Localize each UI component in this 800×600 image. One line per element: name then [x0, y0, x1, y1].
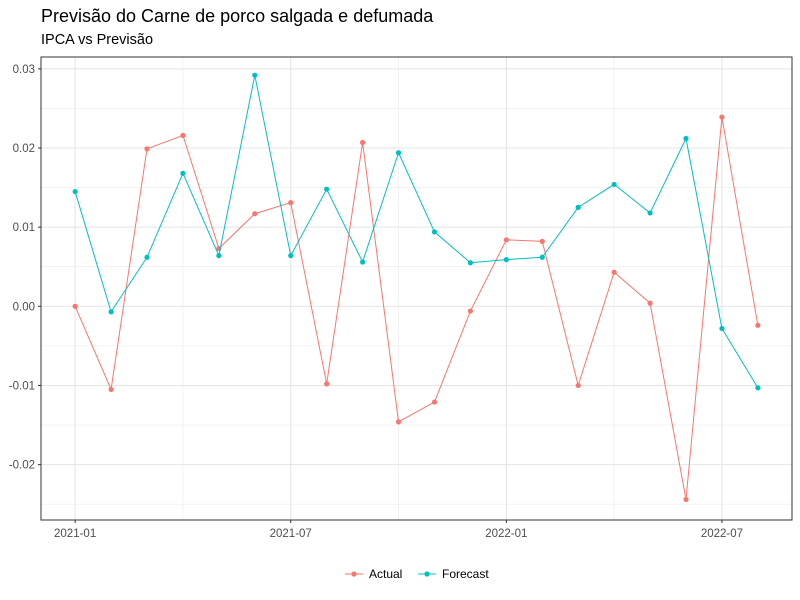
legend-item-forecast: Forecast: [418, 567, 489, 581]
series-forecast: [72, 72, 761, 391]
data-point-forecast: [288, 253, 294, 259]
data-point-forecast: [108, 309, 114, 315]
legend: Actual Forecast: [345, 567, 489, 581]
y-tick-label: -0.01: [9, 380, 35, 392]
data-point-actual: [395, 419, 402, 425]
x-tick-label: 2021-07: [270, 528, 312, 540]
series-line-forecast: [74, 75, 759, 389]
data-point-forecast: [683, 135, 689, 142]
data-point-forecast: [180, 170, 186, 176]
data-point-actual: [575, 382, 581, 389]
data-point-actual: [180, 132, 186, 138]
y-axis: -0.02 -0.01 0.00 0.01 0.02 0.03: [9, 64, 41, 472]
data-point-actual: [252, 211, 258, 217]
x-tick-label: 2022-07: [701, 528, 743, 540]
data-point-forecast: [431, 229, 438, 235]
data-point-forecast: [216, 253, 222, 259]
chart-subtitle: IPCA vs Previsão: [41, 32, 154, 48]
data-point-actual: [144, 146, 150, 152]
legend-label: Actual: [369, 567, 402, 581]
data-point-actual: [108, 386, 114, 393]
plot-panel: [41, 57, 792, 520]
data-point-actual: [611, 269, 617, 275]
data-point-forecast: [144, 254, 150, 260]
chart-title: Previsão do Carne de porco salgada e def…: [41, 6, 434, 26]
data-point-forecast: [395, 150, 402, 156]
y-tick-label: -0.02: [9, 460, 35, 472]
data-point-actual: [288, 200, 294, 206]
data-point-forecast: [611, 181, 617, 188]
series-line-actual: [74, 117, 759, 500]
data-point-forecast: [360, 259, 366, 265]
y-tick-label: 0.00: [13, 301, 35, 313]
data-point-forecast: [575, 204, 581, 210]
data-point-actual: [72, 303, 78, 309]
data-point-actual: [431, 399, 438, 405]
data-point-actual: [647, 300, 653, 306]
data-point-actual: [503, 237, 509, 243]
data-point-actual: [539, 238, 545, 245]
legend-label: Forecast: [442, 567, 489, 581]
data-point-forecast: [72, 188, 78, 195]
data-point-forecast: [252, 72, 258, 78]
plot-border: [40, 56, 793, 521]
x-tick-label: 2021-01: [54, 528, 96, 540]
data-point-forecast: [539, 254, 545, 260]
data-point-forecast: [755, 385, 761, 391]
data-point-actual: [467, 308, 473, 314]
data-point-forecast: [719, 325, 725, 332]
data-point-forecast: [503, 257, 509, 263]
legend-item-actual: Actual: [345, 567, 402, 581]
data-point-actual: [719, 114, 725, 120]
grid-lines: [41, 57, 792, 520]
legend-key-point: [351, 571, 357, 577]
y-tick-label: 0.01: [13, 222, 35, 234]
data-point-forecast: [647, 210, 653, 216]
data-point-forecast: [467, 260, 473, 266]
x-tick-label: 2022-01: [485, 528, 527, 540]
data-point-actual: [755, 322, 761, 328]
data-point-actual: [324, 381, 330, 387]
series-actual: [72, 114, 761, 503]
data-point-actual: [683, 496, 689, 503]
y-tick-label: 0.02: [13, 143, 35, 155]
x-axis: 2021-01 2021-07 2022-01 2022-07: [54, 520, 743, 540]
legend-key-point: [424, 571, 430, 577]
data-point-forecast: [324, 186, 330, 192]
data-point-actual: [360, 139, 366, 146]
y-tick-label: 0.03: [13, 64, 35, 76]
